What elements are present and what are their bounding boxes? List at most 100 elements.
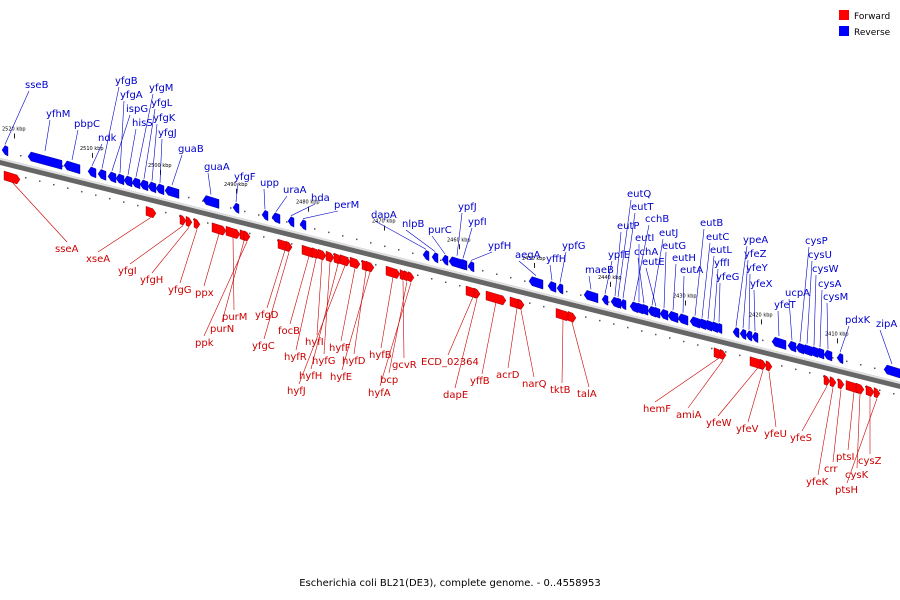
scale-dot: [202, 200, 204, 202]
reverse-gene-label: guaA: [204, 162, 230, 173]
scale-dot: [599, 319, 601, 322]
gene-leader-line: [520, 309, 535, 378]
kbp-tick-mark: [685, 300, 686, 306]
reverse-gene-arrow: [619, 299, 627, 311]
gene-leader-line: [518, 260, 537, 276]
reverse-gene-arrow: [261, 209, 269, 222]
forward-gene-arrow: [325, 250, 335, 263]
reverse-gene-label: guaB: [178, 144, 204, 155]
scale-dot: [823, 375, 825, 378]
forward-gene-arrow: [855, 382, 865, 395]
gene-leader-line: [44, 119, 51, 152]
scale-dot: [20, 154, 22, 157]
reverse-gene-label: yfgJ: [158, 128, 177, 139]
reverse-gene-label: cchA: [634, 247, 658, 258]
scale-dot: [809, 372, 811, 374]
gene-leader-line: [735, 245, 748, 327]
gene-leader-line: [617, 199, 632, 298]
kbp-tick-label: 2510 kbp: [80, 146, 104, 152]
gene-leader-line: [221, 240, 245, 323]
gene-leader-line: [614, 231, 622, 297]
scale-dot: [860, 364, 862, 366]
reverse-gene-label: yfgK: [153, 113, 176, 124]
scale-dot: [244, 210, 246, 213]
reverse-gene-arrow: [97, 169, 107, 181]
reverse-gene-arrow: [271, 212, 281, 224]
scale-dot: [580, 294, 582, 296]
reverse-gene-arrow: [528, 276, 544, 290]
reverse-gene-label: eutB: [700, 218, 723, 229]
forward-gene-label: yfeU: [764, 429, 787, 440]
forward-gene-label: tktB: [550, 385, 571, 396]
reverse-gene-arrow: [787, 340, 797, 353]
forward-gene-label: hyfG: [312, 356, 336, 367]
legend-reverse-label: Reverse: [854, 28, 891, 38]
gene-leader-line: [817, 387, 834, 476]
gene-leader-line: [806, 260, 813, 344]
scale-dot: [25, 176, 27, 179]
reverse-gene-label: cchB: [645, 214, 669, 225]
forward-gene-arrow: [765, 360, 773, 372]
reverse-gene-arrow: [441, 254, 449, 266]
gene-leader-line: [127, 128, 137, 175]
reverse-gene-label: cysP: [805, 236, 828, 247]
reverse-gene-label: eutL: [710, 245, 732, 256]
gene-leader-line: [801, 385, 828, 432]
reverse-gene-label: eutQ: [627, 189, 651, 200]
gene-leader-line: [111, 114, 131, 171]
gene-leader-line: [388, 281, 408, 374]
gene-leader-line: [682, 275, 685, 313]
reverse-gene-arrow: [1, 145, 9, 157]
reverse-gene-arrow: [467, 261, 475, 273]
gene-leader-line: [341, 272, 371, 371]
reverse-gene-label: eutT: [631, 202, 654, 213]
kbp-tick-label: 2420 kbp: [749, 312, 773, 318]
gene-leader-line: [4, 90, 30, 145]
reverse-gene-arrow: [739, 328, 747, 340]
forward-gene-label: hyfI: [305, 337, 324, 348]
reverse-gene-arrow: [458, 258, 468, 271]
reverse-gene-label: yfgM: [149, 83, 173, 94]
legend-forward-label: Forward: [854, 12, 890, 22]
reverse-gene-arrow: [629, 301, 639, 314]
gene-leader-line: [819, 289, 823, 348]
scale-dot: [781, 365, 783, 367]
forward-gene-label: hyfA: [368, 388, 391, 399]
legend-forward-swatch: [839, 10, 849, 20]
gene-leader-line: [588, 275, 592, 290]
reverse-gene-arrow: [556, 283, 564, 295]
forward-gene-arrow: [179, 214, 187, 226]
gene-leader-line: [171, 154, 183, 186]
reverse-gene-arrow: [601, 294, 609, 306]
reverse-gene-arrow: [107, 171, 117, 184]
gene-leader-line: [742, 259, 749, 329]
gene-leader-line: [316, 260, 323, 336]
scale-dot: [459, 284, 461, 287]
reverse-gene-label: yfeT: [774, 300, 797, 311]
forward-gene-arrow: [3, 170, 21, 185]
gene-leader-line: [295, 258, 317, 351]
gene-leader-line: [203, 241, 248, 337]
gene-leader-line: [717, 367, 759, 417]
reverse-gene-label: ypfI: [468, 217, 487, 228]
forward-gene-arrow: [349, 256, 361, 269]
forward-gene-label: hemF: [643, 404, 671, 415]
gene-leader-line: [456, 212, 463, 256]
gene-leader-line: [302, 210, 339, 219]
gene-leader-line: [323, 262, 331, 355]
gene-leader-line: [663, 251, 667, 309]
forward-gene-arrow: [285, 240, 293, 252]
kbp-tick-mark: [534, 262, 535, 268]
forward-gene-label: purN: [210, 324, 234, 335]
reverse-gene-label: pbpC: [74, 119, 100, 130]
gene-leader-line: [826, 302, 829, 350]
forward-gene-label: amiA: [676, 410, 702, 421]
scale-dot: [193, 218, 195, 221]
kbp-tick-mark: [384, 225, 385, 231]
reverse-gene-label: eutI: [635, 233, 654, 244]
reverse-gene-label: uraA: [283, 185, 307, 196]
forward-gene-label: yfgI: [118, 266, 137, 277]
gene-leader-line: [707, 255, 715, 320]
scale-dot: [81, 190, 83, 193]
reverse-gene-arrow: [634, 302, 644, 315]
